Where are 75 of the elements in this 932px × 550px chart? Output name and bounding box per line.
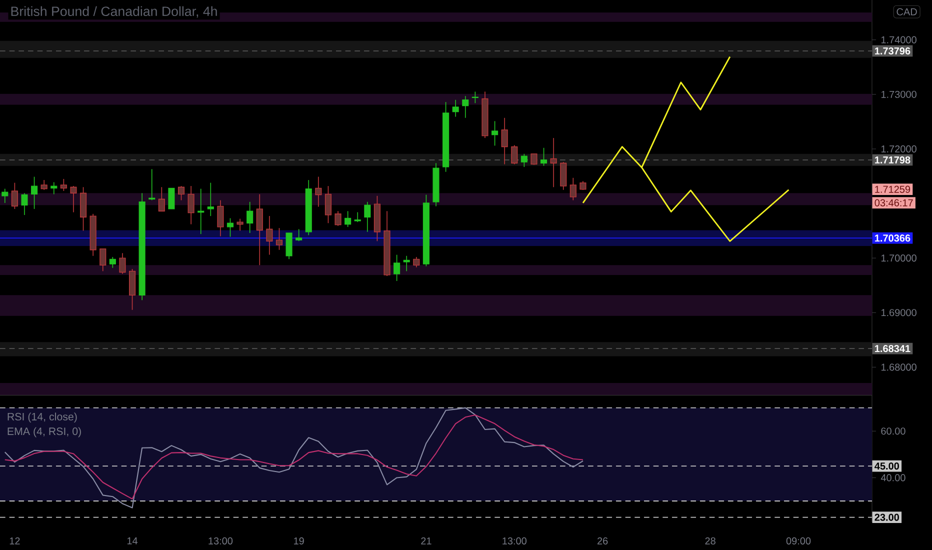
candlestick <box>100 248 106 272</box>
ref-line-label: 1.71798 <box>875 156 910 164</box>
candlestick <box>31 176 38 210</box>
candlestick <box>286 232 292 260</box>
candlestick <box>168 188 175 210</box>
candlestick <box>109 256 116 268</box>
candlestick <box>2 188 8 204</box>
line-series <box>4 407 584 508</box>
ref-line-label: 1.68341 <box>875 345 910 352</box>
x-tick-label: 09:00 <box>786 537 811 544</box>
candlestick <box>540 147 548 166</box>
y-tick-label: 1.73000 <box>881 90 916 98</box>
x-tick-label: 21 <box>421 537 432 544</box>
candlestick <box>178 186 185 201</box>
x-tick-label: 13:00 <box>502 537 526 544</box>
x-tick-label: 26 <box>598 537 608 544</box>
candlestick <box>560 162 567 190</box>
x-tick-label: 28 <box>705 537 716 544</box>
candlestick <box>413 256 420 268</box>
candlestick <box>462 96 469 118</box>
candlestick <box>50 182 58 195</box>
candlestick <box>334 210 342 226</box>
candlestick <box>492 120 498 146</box>
candlestick <box>354 212 361 222</box>
text: 03:46:17 <box>874 199 913 206</box>
ref-line-label: 23.00 <box>874 514 899 521</box>
candlestick <box>344 210 352 228</box>
x-tick-label: 13:00 <box>208 537 233 544</box>
candlestick <box>520 153 528 168</box>
y-tick-label: 60.00 <box>881 428 906 435</box>
candlestick <box>207 182 214 216</box>
candlestick <box>148 168 156 201</box>
y-tick-label: 1.70000 <box>881 254 916 262</box>
candlestick <box>364 201 371 232</box>
ref-line-label: 1.70366 <box>875 234 910 242</box>
candlestick <box>296 228 302 242</box>
y-tick-label: 1.74000 <box>881 36 916 44</box>
candlestick <box>511 144 518 165</box>
y-tick-label: 1.72000 <box>881 145 916 152</box>
ref-line-label: 45.00 <box>874 462 899 470</box>
candlestick <box>530 153 538 166</box>
candlestick <box>246 201 254 234</box>
annotation: EMA (4, RSI, 0) <box>8 427 81 438</box>
x-tick-label: 12 <box>10 537 20 544</box>
chart-title: British Pound / Canadian Dollar, 4h <box>11 6 217 18</box>
candlestick <box>119 252 126 274</box>
text: CAD <box>896 8 917 16</box>
candlestick <box>236 218 244 232</box>
y-tick-label: 1.68000 <box>881 364 916 371</box>
annotation: RSI (14, close) <box>8 412 77 423</box>
text: 1.71259 <box>875 186 910 193</box>
candlestick <box>158 186 165 212</box>
candlestick <box>256 194 263 266</box>
ref-line-label: 1.73796 <box>875 47 910 54</box>
candlestick <box>276 228 283 250</box>
candlestick <box>501 117 508 165</box>
candlestick <box>188 186 194 225</box>
candlestick <box>315 176 322 208</box>
candlestick <box>570 177 576 201</box>
candlestick <box>226 218 234 238</box>
candlestick <box>60 178 67 192</box>
y-tick-label: 40.00 <box>880 474 906 482</box>
candlestick <box>11 182 18 210</box>
candlestick <box>324 186 332 224</box>
candlestick <box>266 216 273 256</box>
candlestick <box>394 254 400 282</box>
x-tick-label: 19 <box>294 537 304 544</box>
candlestick <box>21 192 28 216</box>
candlestick <box>452 99 459 118</box>
candlestick <box>217 200 224 237</box>
y-tick-label: 1.69000 <box>881 309 916 316</box>
x-tick-label: 14 <box>127 537 138 544</box>
candlestick <box>40 180 48 190</box>
candlestick <box>70 186 77 213</box>
candlestick <box>550 138 557 188</box>
